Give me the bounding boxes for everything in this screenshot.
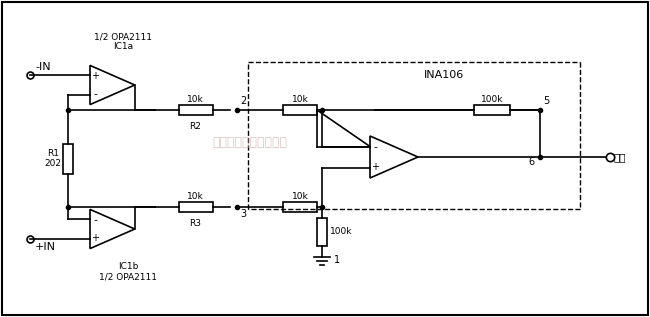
Text: 10k: 10k <box>187 192 204 201</box>
Text: R1
202: R1 202 <box>44 149 62 168</box>
Text: 3: 3 <box>240 209 246 219</box>
Bar <box>283 105 317 115</box>
Text: R3: R3 <box>190 219 202 228</box>
Bar <box>63 144 73 173</box>
Bar <box>179 105 213 115</box>
Text: 10k: 10k <box>292 192 308 201</box>
Text: +IN: +IN <box>35 242 56 252</box>
Text: +: + <box>91 71 99 81</box>
Bar <box>317 218 327 246</box>
Text: 2: 2 <box>240 96 246 106</box>
Bar <box>179 202 213 212</box>
Text: +: + <box>371 162 379 172</box>
Text: IC1b
1/2 OPA2111: IC1b 1/2 OPA2111 <box>99 262 157 281</box>
Text: -: - <box>93 89 97 99</box>
Text: INA106: INA106 <box>424 70 464 80</box>
Text: 杭州将睿科技有限公司: 杭州将睿科技有限公司 <box>213 135 287 148</box>
Text: -IN: -IN <box>35 62 51 72</box>
Text: -: - <box>93 215 97 225</box>
Text: 1/2 OPA2111
IC1a: 1/2 OPA2111 IC1a <box>94 32 152 51</box>
Text: 输出: 输出 <box>613 152 625 162</box>
Text: 10k: 10k <box>187 95 204 104</box>
Text: 100k: 100k <box>330 228 352 236</box>
Text: -: - <box>373 142 377 152</box>
Text: 5: 5 <box>543 96 549 106</box>
Bar <box>283 202 317 212</box>
Bar <box>474 105 510 115</box>
Text: 6: 6 <box>528 157 534 167</box>
Text: 10k: 10k <box>292 95 308 104</box>
Text: 1: 1 <box>334 255 340 265</box>
Text: R2: R2 <box>190 122 202 131</box>
Text: +: + <box>91 233 99 243</box>
Text: 100k: 100k <box>481 95 503 104</box>
